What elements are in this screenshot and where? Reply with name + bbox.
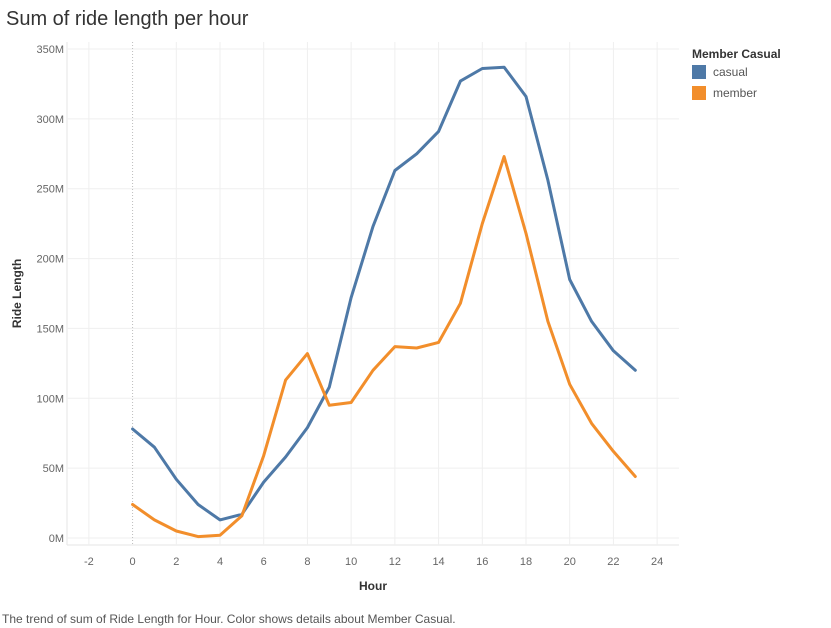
x-tick-label: 16 — [476, 556, 488, 568]
y-tick-label: 100M — [36, 393, 64, 405]
x-tick-label: 12 — [389, 556, 401, 568]
x-tick-label: 14 — [432, 556, 444, 568]
x-tick-label: 10 — [345, 556, 357, 568]
y-tick-label: 200M — [36, 254, 64, 266]
y-tick-label: 150M — [36, 323, 64, 335]
y-tick-label: 250M — [36, 184, 64, 196]
legend-swatch-member — [692, 86, 706, 100]
legend-title: Member Casual — [692, 47, 781, 61]
legend-item-casual[interactable]: casual — [692, 62, 781, 82]
series-line-casual — [131, 65, 637, 522]
legend-item-member[interactable]: member — [692, 83, 781, 103]
chart-caption: The trend of sum of Ride Length for Hour… — [2, 612, 456, 626]
x-axis-title: Hour — [359, 579, 387, 593]
x-tick-label: 24 — [651, 556, 663, 568]
x-tick-label: 4 — [217, 556, 223, 568]
x-tick-label: 2 — [173, 556, 179, 568]
y-tick-label: 50M — [43, 463, 64, 475]
y-tick-label: 300M — [36, 114, 64, 126]
y-tick-label: 0M — [49, 533, 64, 545]
x-tick-label: 8 — [304, 556, 310, 568]
legend: Member Casual casual member — [692, 47, 781, 103]
x-tick-label: 18 — [520, 556, 532, 568]
legend-label-member: member — [713, 86, 758, 100]
x-tick-label: 22 — [607, 556, 619, 568]
x-tick-label: 6 — [261, 556, 267, 568]
series-line-member — [131, 155, 637, 539]
x-tick-label: 0 — [130, 556, 136, 568]
y-axis-title: Ride Length — [10, 259, 24, 328]
legend-swatch-casual — [692, 65, 706, 79]
y-tick-label: 350M — [36, 44, 64, 56]
chart-title: Sum of ride length per hour — [6, 8, 249, 30]
x-tick-label: -2 — [84, 556, 94, 568]
legend-label-casual: casual — [713, 65, 748, 79]
x-tick-label: 20 — [564, 556, 576, 568]
